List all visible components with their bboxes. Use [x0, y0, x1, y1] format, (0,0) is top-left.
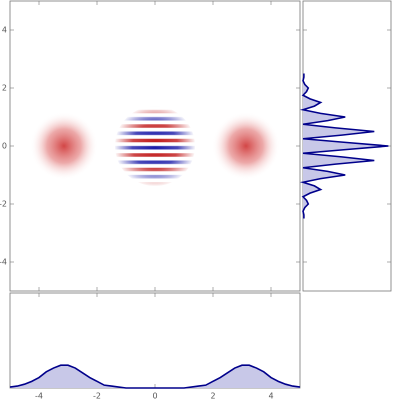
lobe — [212, 112, 280, 180]
density-field — [30, 105, 280, 187]
y-tick-label: -4 — [0, 258, 7, 267]
marginal-line — [9, 364, 301, 389]
x-tick-label: 2 — [210, 392, 215, 401]
x-tick-label: -4 — [35, 392, 43, 401]
marginal-line — [299, 73, 389, 219]
y-tick-label: 0 — [2, 142, 7, 151]
y-tick-label: 4 — [2, 26, 7, 35]
marginal-area — [10, 365, 300, 388]
x-tick-label: -2 — [93, 392, 101, 401]
y-tick-label: -2 — [0, 200, 7, 209]
marginal-area — [303, 73, 389, 219]
fringe-fade — [114, 105, 196, 187]
x-tick-label: 0 — [152, 392, 157, 401]
y-tick-label: 2 — [2, 84, 7, 93]
lobe — [30, 112, 98, 180]
x-tick-label: 4 — [268, 392, 273, 401]
